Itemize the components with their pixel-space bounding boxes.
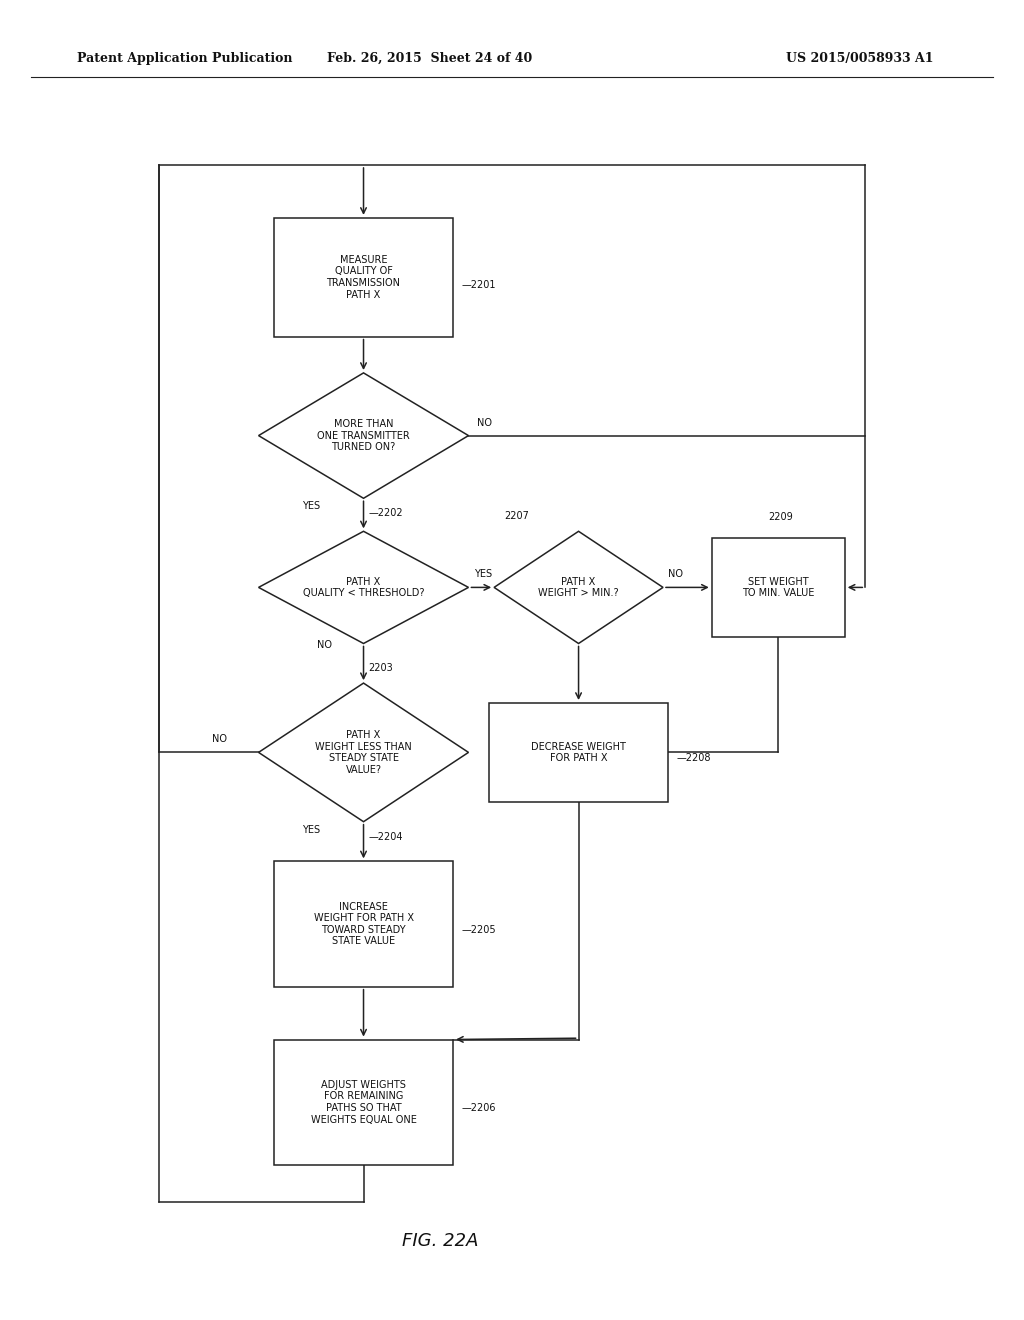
Text: —2205: —2205 [461,924,496,935]
Text: —2204: —2204 [369,832,403,842]
Text: —2201: —2201 [461,280,496,290]
Text: MEASURE
QUALITY OF
TRANSMISSION
PATH X: MEASURE QUALITY OF TRANSMISSION PATH X [327,255,400,300]
FancyBboxPatch shape [488,702,668,801]
Text: YES: YES [302,502,321,511]
FancyBboxPatch shape [712,539,845,636]
Text: US 2015/0058933 A1: US 2015/0058933 A1 [786,51,934,65]
Text: NO: NO [668,569,683,579]
FancyBboxPatch shape [273,861,453,987]
Text: NO: NO [317,640,333,649]
Polygon shape [258,531,468,643]
Text: PATH X
QUALITY < THRESHOLD?: PATH X QUALITY < THRESHOLD? [303,577,424,598]
Text: DECREASE WEIGHT
FOR PATH X: DECREASE WEIGHT FOR PATH X [531,742,626,763]
Text: INCREASE
WEIGHT FOR PATH X
TOWARD STEADY
STATE VALUE: INCREASE WEIGHT FOR PATH X TOWARD STEADY… [313,902,414,946]
Text: NO: NO [213,734,227,744]
Text: —2202: —2202 [369,508,403,517]
Text: NO: NO [476,417,492,428]
Text: FIG. 22A: FIG. 22A [402,1232,478,1250]
Text: PATH X
WEIGHT LESS THAN
STEADY STATE
VALUE?: PATH X WEIGHT LESS THAN STEADY STATE VAL… [315,730,412,775]
FancyBboxPatch shape [273,218,453,337]
Text: MORE THAN
ONE TRANSMITTER
TURNED ON?: MORE THAN ONE TRANSMITTER TURNED ON? [317,418,410,453]
Text: Patent Application Publication: Patent Application Publication [77,51,292,65]
Text: 2209: 2209 [768,512,793,521]
Text: YES: YES [302,825,321,836]
Polygon shape [494,531,664,643]
Polygon shape [258,684,468,821]
Text: PATH X
WEIGHT > MIN.?: PATH X WEIGHT > MIN.? [539,577,618,598]
Text: Feb. 26, 2015  Sheet 24 of 40: Feb. 26, 2015 Sheet 24 of 40 [328,51,532,65]
Text: YES: YES [473,569,492,579]
Text: ADJUST WEIGHTS
FOR REMAINING
PATHS SO THAT
WEIGHTS EQUAL ONE: ADJUST WEIGHTS FOR REMAINING PATHS SO TH… [310,1080,417,1125]
Text: SET WEIGHT
TO MIN. VALUE: SET WEIGHT TO MIN. VALUE [742,577,814,598]
Text: —2206: —2206 [461,1102,496,1113]
Text: 2203: 2203 [369,663,393,673]
Text: 2207: 2207 [504,511,529,520]
FancyBboxPatch shape [273,1040,453,1164]
Polygon shape [258,372,468,498]
Text: —2208: —2208 [676,752,711,763]
